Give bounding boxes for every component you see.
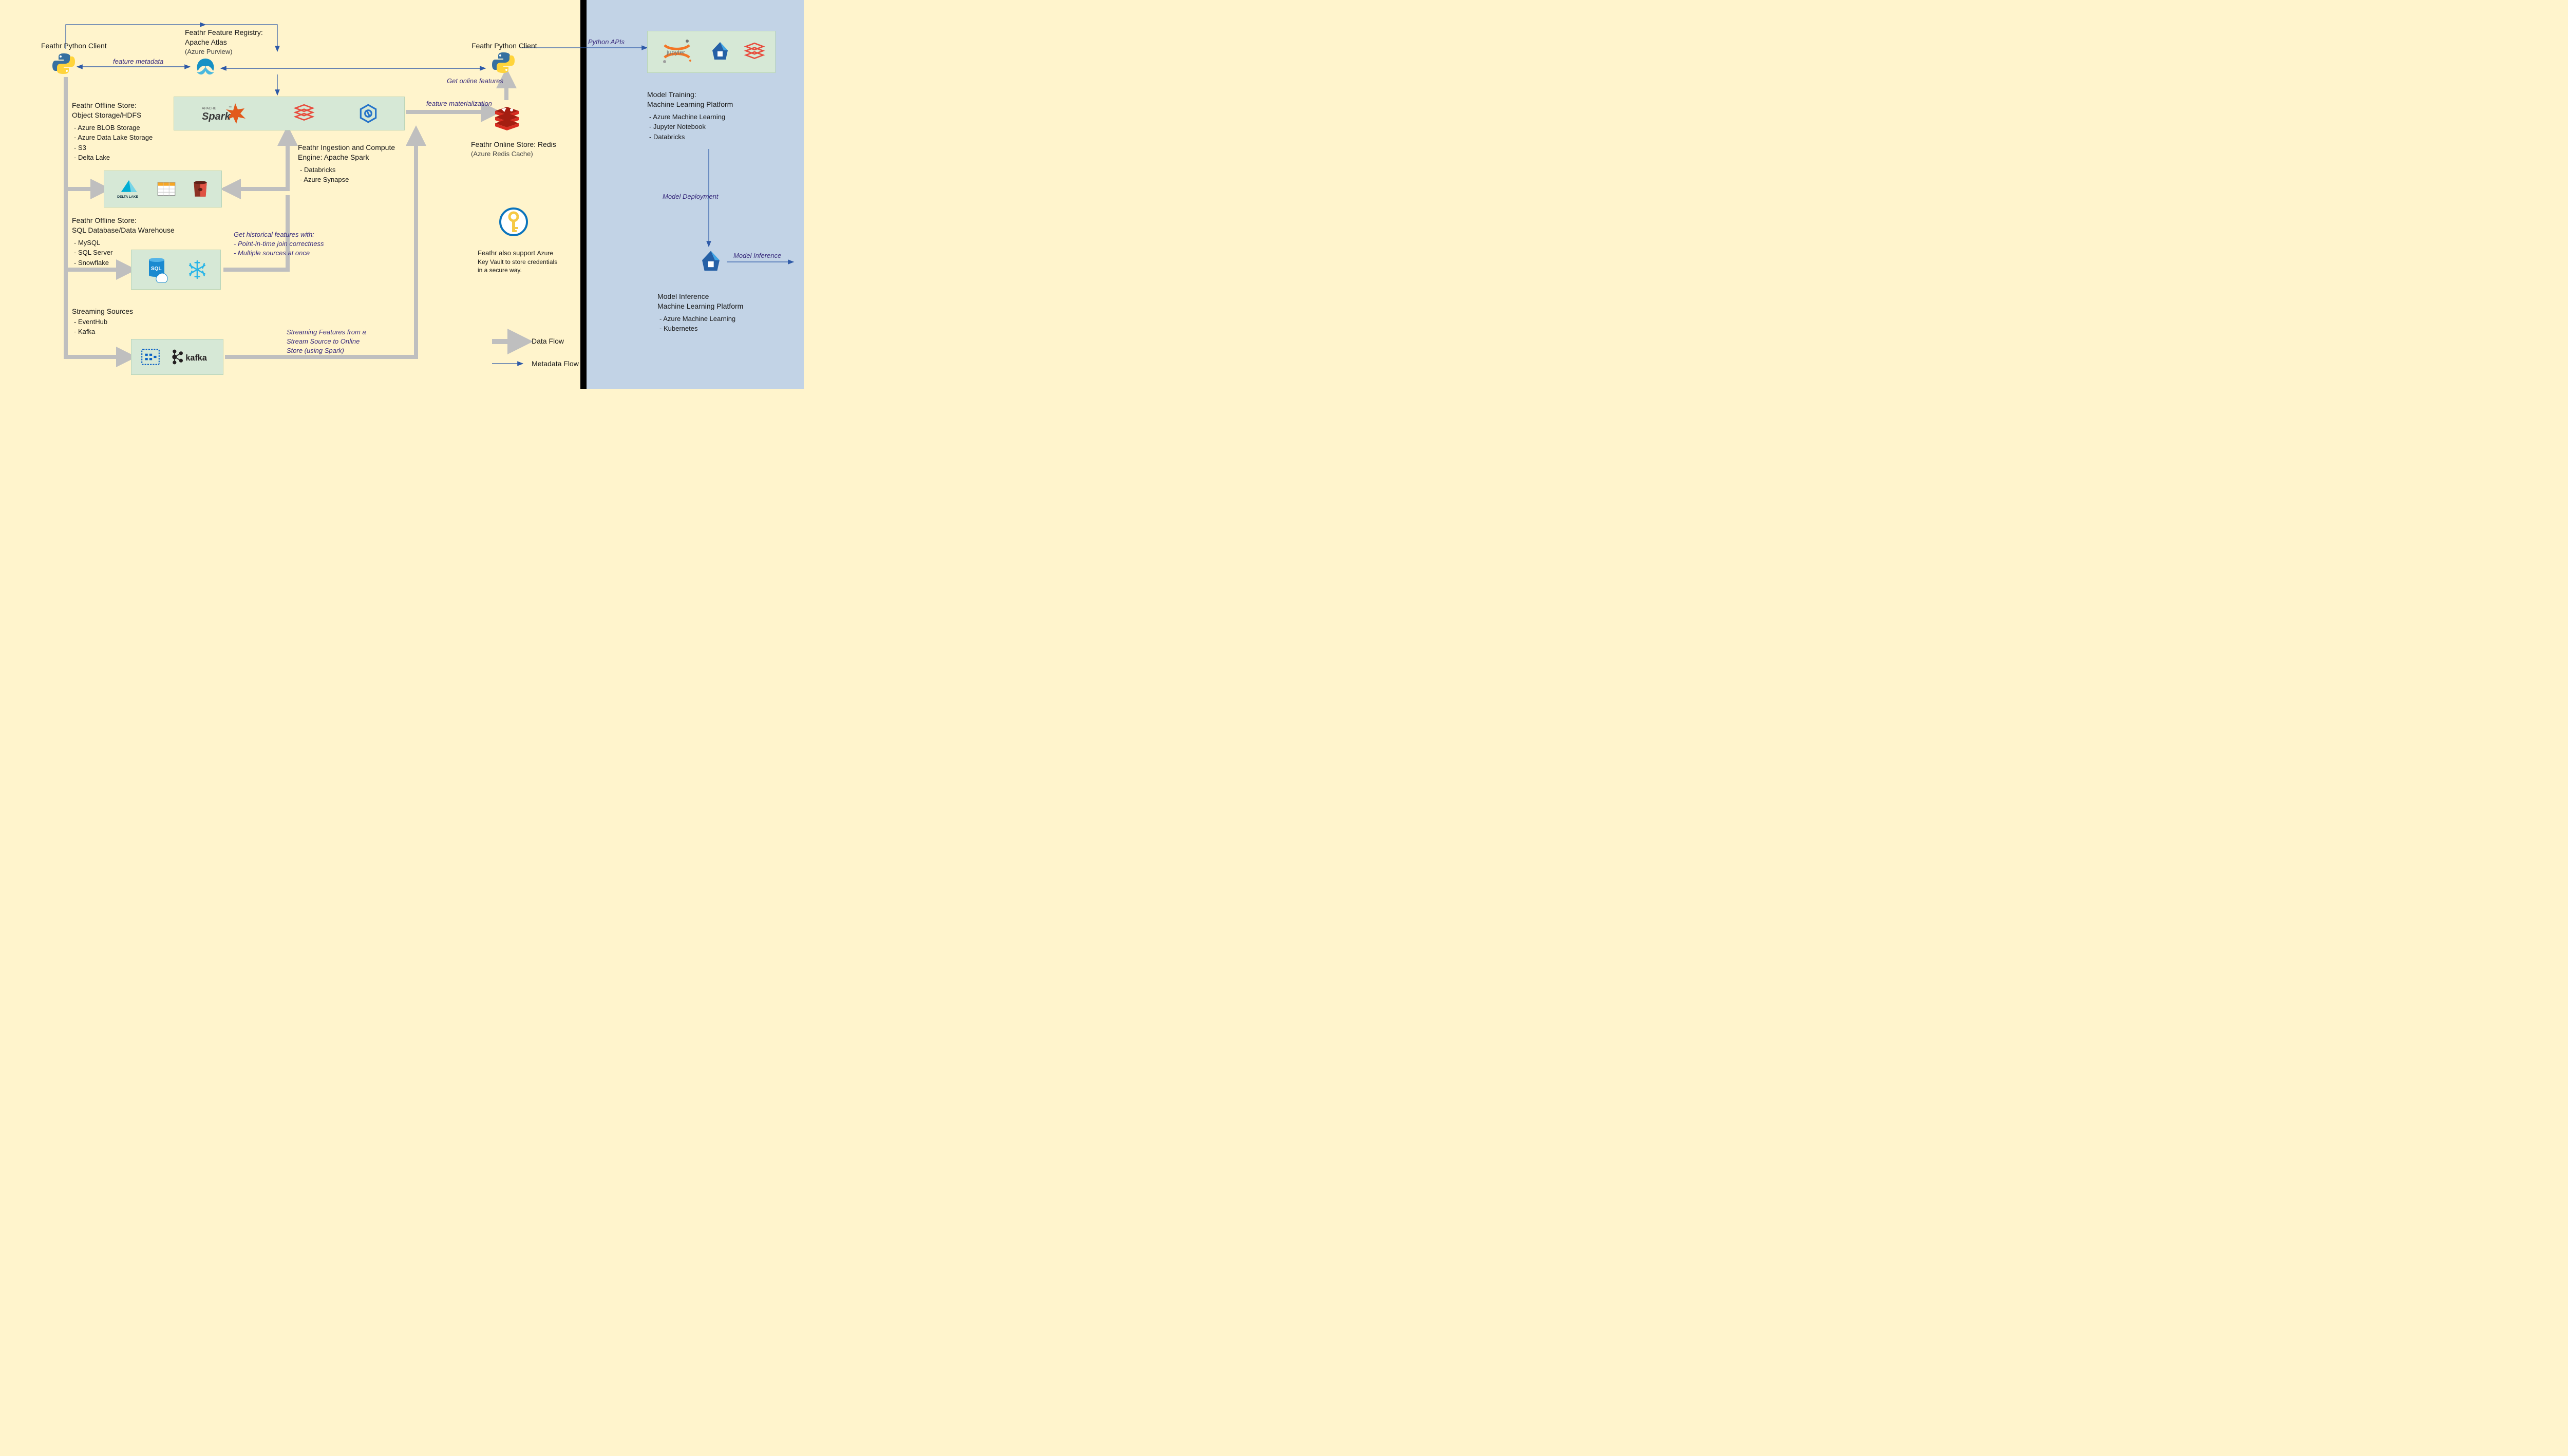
hist-item: - Multiple sources at once [234, 249, 324, 258]
inference-block: Model Inference Machine Learning Platfor… [657, 292, 743, 334]
training-item: Databricks [649, 133, 733, 142]
sql-icon: SQL [144, 256, 169, 283]
compute-item: Databricks [300, 165, 395, 175]
kafka-icon: kafka [169, 346, 215, 368]
s3-icon [190, 178, 211, 200]
client2-label: Feathr Python Client [471, 41, 537, 51]
python-icon [491, 50, 516, 75]
hist-title: Get historical features with: [234, 230, 324, 239]
hist-item: - Point-in-time join correctness [234, 239, 324, 249]
compute-sub: Engine: Apache Spark [298, 153, 395, 162]
inference-arrow-label: Model Inference [733, 252, 781, 259]
compute-item: Azure Synapse [300, 175, 395, 184]
keyvault2: Key Vault to store credentials [478, 258, 557, 266]
registry-label: Feathr Feature Registry: Apache Atlas (A… [185, 28, 263, 56]
training-title: Model Training: [647, 90, 733, 100]
offline1-sub: Object Storage/HDFS [72, 110, 153, 120]
online-title: Feathr Online Store: Redis [471, 140, 556, 149]
stream-label2: Stream Source to Online [287, 337, 366, 346]
jupyter-icon: jupyter [657, 38, 696, 66]
registry-sub1: Apache Atlas [185, 37, 263, 47]
inference-sub: Machine Learning Platform [657, 301, 743, 311]
stream-item: EventHub [74, 317, 133, 327]
feature-metadata-label: feature metadata [113, 58, 163, 65]
svg-text:DELTA LAKE: DELTA LAKE [117, 195, 139, 199]
online-sub: (Azure Redis Cache) [471, 149, 556, 159]
compute-title: Feathr Ingestion and Compute [298, 143, 395, 153]
client1-text: Feathr Python Client [41, 42, 107, 50]
offline1-item: Azure Data Lake Storage [74, 133, 153, 142]
training-item: Azure Machine Learning [649, 112, 733, 122]
keyvault-block: Feathr also support Azure Key Vault to s… [478, 249, 557, 274]
python-icon [51, 51, 76, 76]
training-block: Model Training: Machine Learning Platfor… [647, 90, 733, 142]
table-icon [156, 178, 177, 200]
svg-text:SQL: SQL [151, 266, 162, 272]
get-online-label: Get online features [447, 77, 503, 85]
keyvault-icon [498, 206, 529, 237]
keyvault1: Feathr also support [478, 249, 537, 257]
legend-data: Data Flow [532, 337, 564, 345]
offline2-title: Feathr Offline Store: [72, 216, 175, 225]
redis-icon [492, 102, 522, 131]
offline1-title: Feathr Offline Store: [72, 101, 153, 110]
aml-inference-icon [697, 249, 724, 275]
training-sub: Machine Learning Platform [647, 100, 733, 109]
offline1-block: Feathr Offline Store: Object Storage/HDF… [72, 101, 153, 163]
deltalake-box: DELTA LAKE [104, 171, 222, 207]
client2-text: Feathr Python Client [471, 42, 537, 50]
stream-item: Kafka [74, 327, 133, 336]
offline1-item: Azure BLOB Storage [74, 123, 153, 133]
stream-label1: Streaming Features from a [287, 328, 366, 337]
offline2-item: MySQL [74, 238, 175, 248]
online-block: Feathr Online Store: Redis (Azure Redis … [471, 140, 556, 158]
keyvault1b: Azure [537, 250, 553, 257]
stream-label3: Store (using Spark) [287, 346, 366, 355]
inference-title: Model Inference [657, 292, 743, 301]
inference-item: Kubernetes [659, 324, 743, 333]
databricks-icon [744, 41, 765, 63]
training-item: Jupyter Notebook [649, 122, 733, 131]
svg-text:jupyter: jupyter [666, 49, 685, 56]
spark-icon: Spark APACHE ™ [199, 102, 251, 125]
offline1-item: S3 [74, 143, 153, 153]
sql-box: SQL [131, 250, 221, 290]
keyvault3: in a secure way. [478, 266, 557, 274]
kafka-box: kafka [131, 339, 223, 375]
svg-text:kafka: kafka [185, 353, 207, 363]
svg-text:™: ™ [229, 106, 232, 109]
client1-label: Feathr Python Client [41, 41, 107, 51]
registry-title: Feathr Feature Registry: [185, 28, 263, 37]
aml-icon [708, 40, 732, 64]
deploy-label: Model Deployment [663, 193, 718, 200]
synapse-icon [357, 103, 379, 124]
inference-item: Azure Machine Learning [659, 314, 743, 324]
compute-block: Feathr Ingestion and Compute Engine: Apa… [298, 143, 395, 185]
training-icons: jupyter [647, 31, 776, 73]
deltalake-icon: DELTA LAKE [115, 178, 143, 200]
stream-block: Streaming Sources EventHub Kafka [72, 307, 133, 337]
python-apis-label: Python APIs [588, 38, 625, 46]
svg-text:Spark: Spark [202, 111, 231, 122]
svg-text:APACHE: APACHE [202, 107, 217, 110]
hist-block: Get historical features with: - Point-in… [234, 230, 324, 258]
feature-mat-label: feature materialization [426, 100, 492, 107]
legend-meta: Metadata Flow [532, 360, 579, 368]
stream-label: Streaming Features from a Stream Source … [287, 328, 366, 356]
eventhub-icon [140, 346, 161, 368]
stream-title: Streaming Sources [72, 307, 133, 316]
databricks-icon [293, 103, 315, 124]
offline2-sub: SQL Database/Data Warehouse [72, 225, 175, 235]
registry-sub2: (Azure Purview) [185, 47, 263, 56]
spark-box: Spark APACHE ™ [174, 97, 405, 130]
snowflake-icon [186, 259, 208, 280]
atlas-icon [193, 55, 218, 78]
offline1-item: Delta Lake [74, 153, 153, 162]
